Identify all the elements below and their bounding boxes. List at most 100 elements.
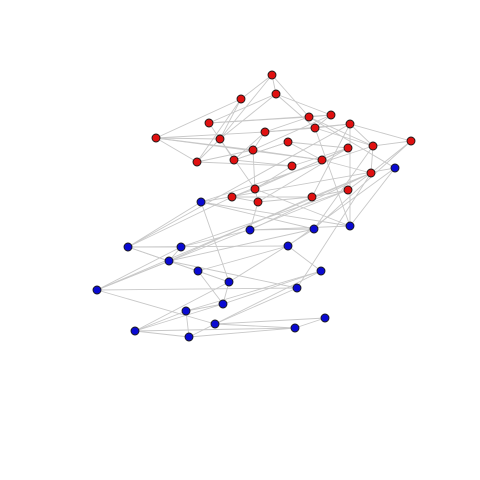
graph-edge	[252, 149, 256, 190]
graph-node-red	[326, 110, 336, 120]
graph-edge	[185, 303, 224, 312]
graph-node-red	[368, 141, 378, 151]
graph-edge	[249, 201, 259, 231]
graph-edge	[370, 145, 374, 174]
graph-edge	[252, 149, 323, 161]
graph-node-red	[192, 157, 202, 167]
graph-node-blue	[193, 266, 203, 276]
graph-edge	[168, 260, 298, 289]
graph-edge	[296, 172, 372, 289]
graph-node-red	[304, 112, 314, 122]
graph-node-blue	[210, 319, 220, 329]
node-layer	[92, 70, 416, 342]
graph-edge	[188, 270, 322, 338]
graph-edge	[197, 270, 224, 305]
graph-node-blue	[390, 163, 400, 173]
graph-node-blue	[345, 221, 355, 231]
graph-edge	[188, 327, 296, 338]
graph-edge	[214, 323, 296, 329]
graph-node-blue	[184, 332, 194, 342]
graph-edge	[96, 172, 372, 291]
graph-edge	[233, 159, 293, 167]
graph-node-red	[271, 89, 281, 99]
graph-node-red	[283, 137, 293, 147]
graph-edge	[240, 74, 273, 100]
graph-node-red	[310, 123, 320, 133]
graph-edge	[287, 245, 322, 272]
graph-node-red	[366, 168, 376, 178]
graph-node-blue	[224, 277, 234, 287]
graph-node-red	[204, 118, 214, 128]
graph-node-blue	[164, 256, 174, 266]
graph-edge	[314, 123, 351, 129]
graph-edge	[96, 289, 216, 325]
graph-node-blue	[320, 313, 330, 323]
graph-edge	[155, 137, 221, 140]
graph-edge	[349, 167, 396, 227]
graph-edge	[196, 138, 221, 163]
graph-edge	[257, 196, 313, 203]
graph-edge	[294, 317, 326, 329]
graph-edge	[254, 147, 349, 190]
graph-edge	[372, 140, 412, 147]
graph-node-red	[229, 155, 239, 165]
graph-edge	[96, 189, 349, 291]
graph-edge	[134, 327, 296, 332]
graph-edge	[196, 98, 242, 163]
graph-node-blue	[309, 224, 319, 234]
edge-layer	[96, 74, 412, 338]
graph-edge	[349, 123, 412, 142]
graph-node-red	[260, 127, 270, 137]
graph-edge	[264, 116, 310, 133]
graph-node-red	[227, 192, 237, 202]
graph-edge	[155, 137, 198, 163]
graph-edge	[308, 116, 374, 147]
graph-edge	[96, 246, 182, 291]
graph-edge	[314, 127, 374, 147]
graph-edge	[197, 245, 289, 272]
graph-edge	[249, 172, 372, 231]
graph-node-blue	[290, 323, 300, 333]
graph-edge	[200, 201, 315, 230]
graph-node-red	[250, 184, 260, 194]
graph-node-blue	[123, 242, 133, 252]
graph-edge	[314, 127, 351, 227]
graph-edge	[127, 196, 233, 248]
graph-edge	[197, 270, 230, 283]
graph-edge	[271, 74, 310, 118]
graph-edge	[134, 310, 187, 332]
graph-edge	[127, 201, 202, 248]
graph-edge	[168, 228, 315, 262]
graph-node-blue	[196, 197, 206, 207]
graph-edge	[155, 98, 242, 139]
graph-node-red	[267, 70, 277, 80]
graph-edge	[155, 137, 254, 151]
graph-edge	[254, 188, 351, 227]
graph-node-red	[287, 161, 297, 171]
graph-node-red	[151, 133, 161, 143]
graph-node-blue	[92, 285, 102, 295]
graph-edge	[208, 93, 277, 124]
graph-edge	[313, 145, 374, 230]
graph-edge	[134, 330, 190, 338]
graph-node-red	[317, 155, 327, 165]
graph-node-blue	[283, 241, 293, 251]
graph-edge	[233, 141, 289, 161]
graph-edge	[96, 287, 298, 291]
graph-edge	[233, 131, 266, 161]
graph-node-red	[345, 119, 355, 129]
graph-edge	[228, 228, 315, 283]
graph-node-red	[307, 192, 317, 202]
graph-edge	[287, 167, 396, 247]
graph-node-red	[236, 94, 246, 104]
graph-edge	[275, 93, 316, 129]
graph-node-blue	[218, 299, 228, 309]
graph-node-blue	[316, 266, 326, 276]
graph-edge	[155, 131, 266, 139]
graph-edge	[208, 116, 310, 124]
graph-node-blue	[245, 225, 255, 235]
graph-node-blue	[130, 326, 140, 336]
graph-edge	[200, 145, 374, 203]
graph-edge	[249, 228, 315, 231]
